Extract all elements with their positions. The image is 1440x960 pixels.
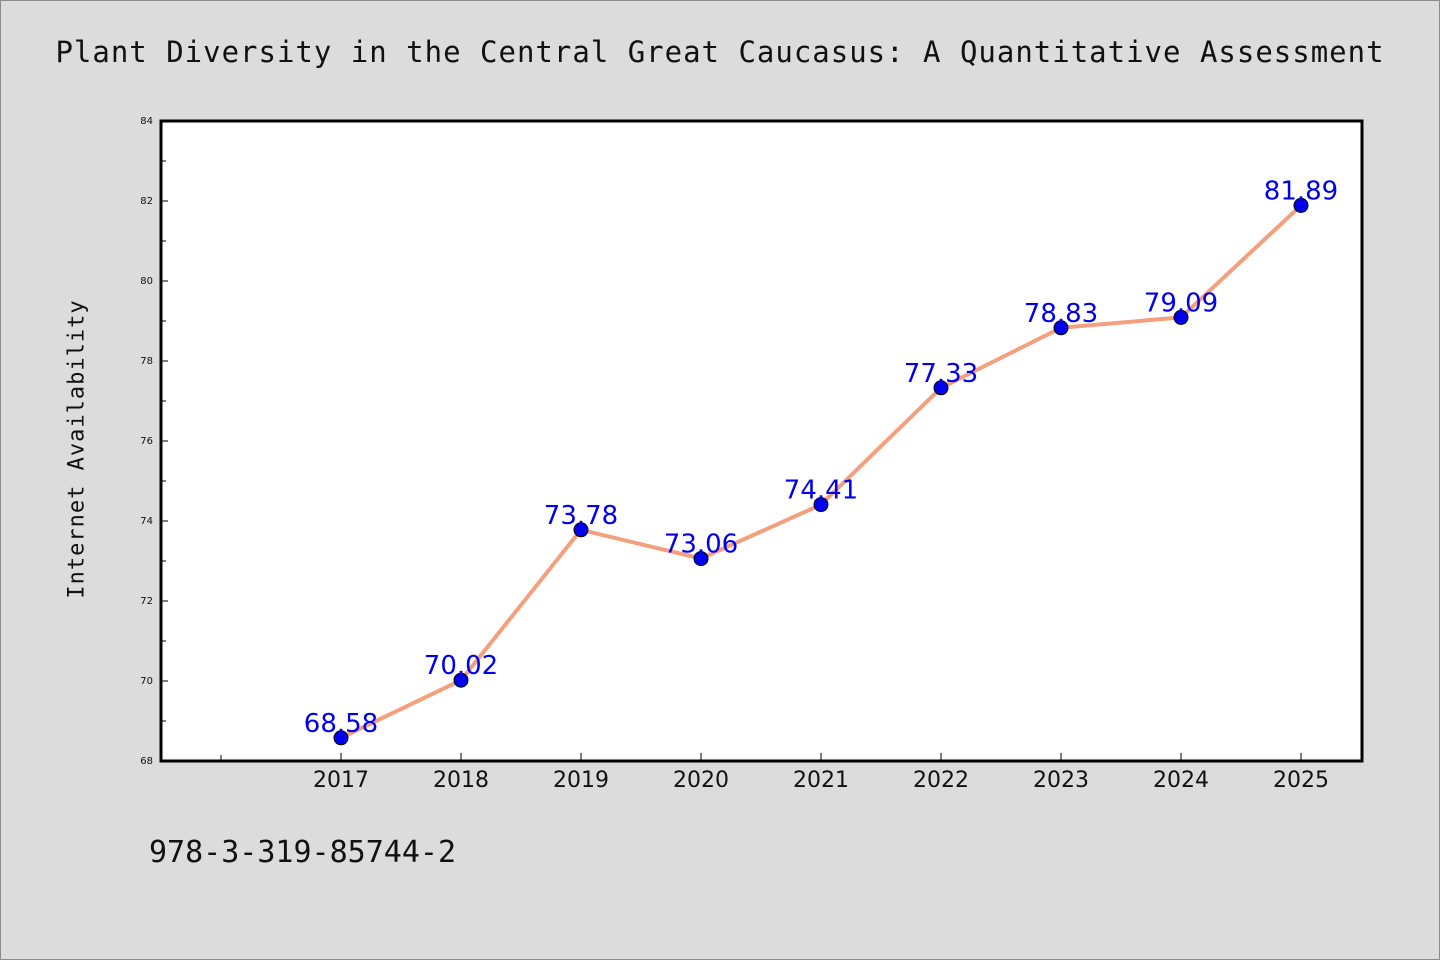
x-tick-label: 2018 bbox=[433, 768, 489, 793]
y-tick-label: 76 bbox=[140, 436, 153, 447]
y-tick-label: 72 bbox=[140, 596, 153, 607]
y-tick-label: 70 bbox=[140, 676, 153, 687]
data-label: 70.02 bbox=[424, 651, 498, 681]
data-label: 68.58 bbox=[304, 709, 378, 739]
data-label: 73.06 bbox=[664, 530, 738, 560]
x-tick-label: 2021 bbox=[793, 768, 849, 793]
data-point bbox=[933, 380, 949, 396]
data-point bbox=[693, 551, 709, 567]
data-point bbox=[333, 730, 349, 746]
y-tick-label: 84 bbox=[140, 116, 153, 127]
data-label: 79.09 bbox=[1144, 288, 1218, 318]
x-tick-label: 2019 bbox=[553, 768, 609, 793]
y-tick-label: 82 bbox=[140, 196, 153, 207]
data-point bbox=[453, 672, 469, 688]
x-tick-label: 2023 bbox=[1033, 768, 1089, 793]
x-tick-label: 2017 bbox=[313, 768, 369, 793]
y-tick-label: 80 bbox=[140, 276, 153, 287]
data-point bbox=[813, 497, 829, 513]
x-tick-label: 2024 bbox=[1153, 768, 1209, 793]
x-tick-label: 2025 bbox=[1273, 768, 1329, 793]
y-tick-label: 78 bbox=[140, 356, 153, 367]
data-point bbox=[1293, 197, 1309, 213]
chart-title: Plant Diversity in the Central Great Cau… bbox=[55, 35, 1385, 69]
data-point bbox=[573, 522, 589, 538]
isbn-text: 978-3-319-85744-2 bbox=[149, 835, 457, 870]
x-tick-label: 2020 bbox=[673, 768, 729, 793]
data-point bbox=[1173, 309, 1189, 325]
y-tick-label: 68 bbox=[140, 756, 153, 767]
data-label: 73.78 bbox=[544, 501, 618, 531]
data-label: 81.89 bbox=[1264, 176, 1338, 206]
data-label: 77.33 bbox=[904, 359, 978, 389]
y-tick-label: 74 bbox=[140, 516, 153, 527]
data-label: 78.83 bbox=[1024, 299, 1098, 329]
data-label: 74.41 bbox=[784, 476, 858, 506]
plot-area bbox=[159, 119, 1364, 763]
x-tick-label: 2022 bbox=[913, 768, 969, 793]
data-point bbox=[1053, 320, 1069, 336]
